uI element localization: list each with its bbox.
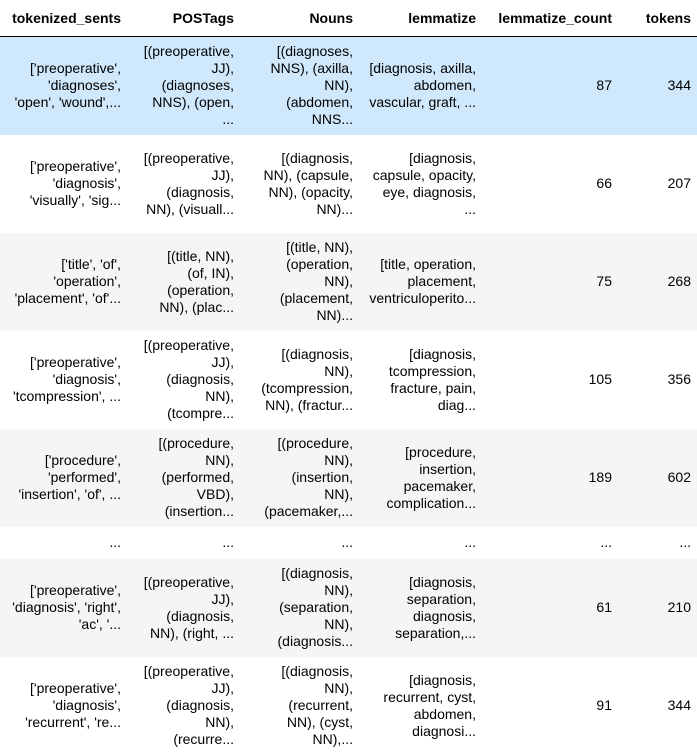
cell-tokenized-sents: ['preoperative', 'diagnoses', 'open', 'w… [14,60,121,111]
cell-postags: [(preoperative, JJ), (diagnosis, NN), (r… [143,573,234,641]
cell-nouns: [(diagnosis, NN), (tcompression, NN), (f… [261,345,353,413]
cell-ellipsis: ... [679,534,691,550]
cell-lemmatize-count: 66 [596,175,612,191]
cell-lemmatize: [diagnosis, recurrent, cyst, abdomen, di… [383,671,476,739]
table-row[interactable]: ['preoperative', 'diagnosis', 'recurrent… [0,656,697,755]
cell-tokenized-sents: ['preoperative', 'diagnosis', 'tcompress… [12,354,121,404]
cell-lemmatize-count: 105 [588,371,612,387]
cell-ellipsis: ... [109,534,121,550]
cell-nouns: [(procedure, NN), (insertion, NN), (pace… [264,435,353,519]
cell-postags: [(preoperative, JJ), (diagnosis, NN), (t… [143,337,234,421]
table-row[interactable]: ['procedure', 'performed', 'insertion', … [0,428,697,527]
table-row[interactable]: ['title', 'of', 'operation', 'placement'… [0,232,697,331]
cell-ellipsis: ... [341,534,353,550]
cell-lemmatize: [diagnosis, capsule, opacity, eye, diagn… [372,149,476,217]
cell-lemmatize: [diagnosis, tcompression, fracture, pain… [388,345,476,413]
cell-postags: [(title, NN), (of, IN), (operation, NN),… [159,247,234,315]
cell-tokens: 356 [667,371,691,387]
cell-lemmatize: [title, operation, placement, ventriculo… [369,256,476,306]
table-row[interactable]: ['preoperative', 'diagnosis', 'tcompress… [0,330,697,429]
table-header: tokenized_sents POSTags Nouns lemmatize … [0,0,697,37]
cell-lemmatize: [procedure, insertion, pacemaker, compli… [386,443,476,511]
cell-tokens: 268 [667,273,691,289]
cell-tokens: 602 [667,469,691,485]
cell-postags: [(preoperative, JJ), (diagnosis, NN), (r… [143,663,234,747]
column-header-tokens: tokens [618,0,697,37]
table-row[interactable]: ['preoperative', 'diagnoses', 'open', 'w… [0,36,697,135]
column-header-lemmatize: lemmatize [359,0,482,37]
cell-nouns: [(diagnosis, NN), (recurrent, NN), (cyst… [281,663,353,747]
cell-lemmatize: [diagnosis, separation, diagnosis, separ… [395,573,476,641]
cell-tokens: 344 [667,77,691,94]
cell-nouns: [(diagnosis, NN), (capsule, NN), (opacit… [263,149,353,217]
column-header-tokenized-sents: tokenized_sents [0,0,127,37]
cell-tokens: 207 [667,175,691,191]
cell-ellipsis: ... [222,534,234,550]
cell-tokenized-sents: ['preoperative', 'diagnosis', 'visually'… [29,158,121,208]
table-body: ['preoperative', 'diagnoses', 'open', 'w… [0,36,697,755]
cell-lemmatize-count: 87 [596,77,612,94]
cell-lemmatize-count: 91 [596,697,612,713]
cell-ellipsis: ... [464,534,476,550]
column-header-lemmatize-count: lemmatize_count [482,0,618,37]
cell-nouns: [(title, NN), (operation, NN), (placemen… [279,239,353,323]
cell-lemmatize-count: 61 [596,599,612,615]
cell-postags: [(procedure, NN), (performed, VBD), (ins… [158,435,234,519]
cell-tokenized-sents: ['preoperative', 'diagnosis', 'right', '… [12,582,121,632]
cell-nouns: [(diagnosis, NN), (separation, NN), (dia… [277,565,353,649]
cell-tokens: 344 [667,697,691,713]
cell-tokenized-sents: ['procedure', 'performed', 'insertion', … [18,452,121,502]
cell-tokenized-sents: ['title', 'of', 'operation', 'placement'… [14,256,121,306]
cell-lemmatize-count: 75 [596,273,612,289]
table-row[interactable]: ['preoperative', 'diagnosis', 'visually'… [0,134,697,233]
cell-postags: [(preoperative, JJ), (diagnoses, NNS), (… [143,43,234,128]
column-header-nouns: Nouns [240,0,359,37]
cell-postags: [(preoperative, JJ), (diagnosis, NN), (v… [143,149,234,217]
header-row: tokenized_sents POSTags Nouns lemmatize … [0,0,697,37]
column-header-postags: POSTags [127,0,240,37]
cell-nouns: [(diagnoses, NNS), (axilla, NN), (abdome… [270,43,353,128]
cell-ellipsis: ... [600,534,612,550]
table-row[interactable]: ['preoperative', 'diagnosis', 'right', '… [0,558,697,657]
cell-lemmatize: [diagnosis, axilla, abdomen, vascular, g… [369,60,476,111]
cell-tokenized-sents: ['preoperative', 'diagnosis', 'recurrent… [25,680,121,730]
ellipsis-row: ... ... ... ... ... ... [0,526,697,559]
cell-tokens: 210 [667,599,691,615]
cell-lemmatize-count: 189 [588,469,612,485]
